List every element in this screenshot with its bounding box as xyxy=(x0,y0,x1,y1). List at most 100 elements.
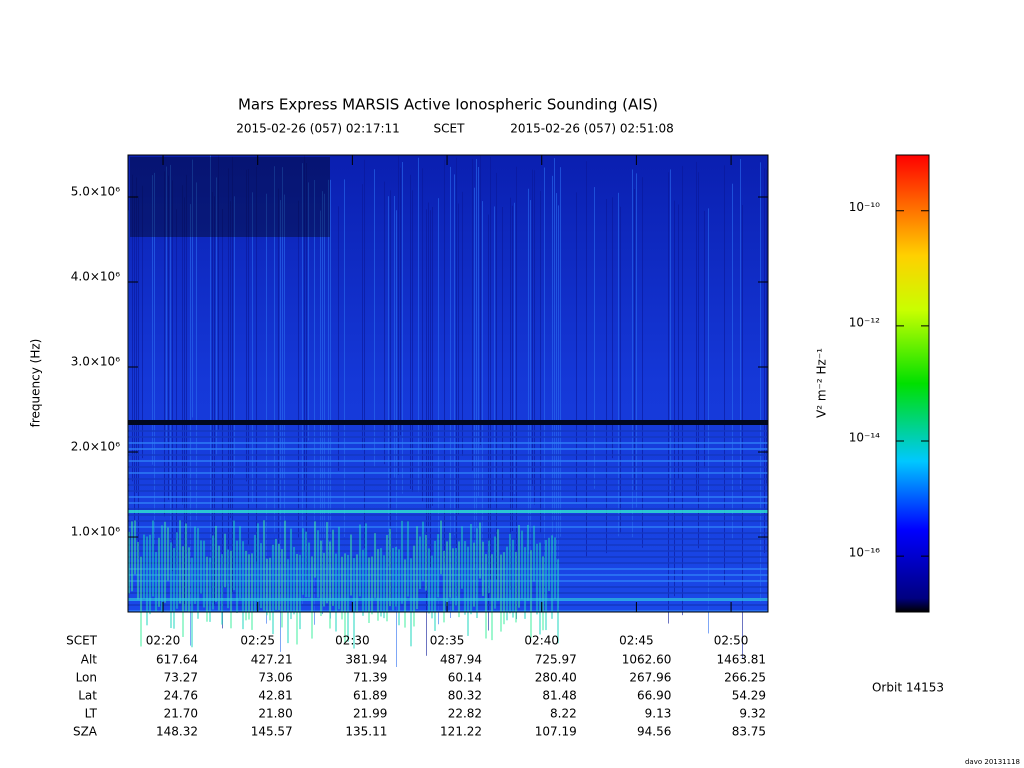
texture-stripe xyxy=(338,206,339,471)
texture-stripe xyxy=(298,200,299,538)
texture-low xyxy=(251,553,253,630)
texture-stripe xyxy=(274,166,275,534)
texture-low xyxy=(185,523,187,612)
texture-stripe xyxy=(612,197,613,459)
texture-low xyxy=(227,549,229,609)
ephemeris-value: 725.97 xyxy=(535,653,577,667)
texture-low xyxy=(365,523,367,612)
texture-low xyxy=(212,535,214,610)
texture-low xyxy=(194,526,196,604)
texture-stripe xyxy=(558,205,559,608)
texture-stripe xyxy=(540,191,541,534)
texture-low xyxy=(281,549,283,628)
texture-low xyxy=(467,546,469,636)
texture-stripe xyxy=(390,190,391,602)
texture-stripe xyxy=(234,196,235,475)
texture-low xyxy=(221,554,223,625)
texture-stripe xyxy=(632,169,633,538)
texture-stripe xyxy=(444,159,445,565)
texture-stripe xyxy=(374,169,375,467)
texture-low xyxy=(254,534,256,613)
texture-low xyxy=(167,527,169,581)
texture-stripe xyxy=(362,184,363,450)
texture-stripe xyxy=(560,167,561,537)
texture-low xyxy=(188,547,190,613)
texture-low xyxy=(503,552,505,625)
y-tick-label: 3.0×10⁶ xyxy=(71,355,120,369)
texture-low xyxy=(155,552,157,612)
texture-low xyxy=(410,558,412,647)
texture-low xyxy=(302,528,304,595)
texture-low xyxy=(422,521,424,581)
texture-low xyxy=(338,526,340,610)
texture-low xyxy=(551,535,553,619)
texture-low xyxy=(179,520,181,604)
texture-low xyxy=(146,536,148,626)
texture-stripe xyxy=(388,196,389,567)
texture-stripe xyxy=(396,210,397,667)
texture-low xyxy=(275,538,277,610)
texture-stripe xyxy=(510,197,511,590)
texture-low xyxy=(332,529,334,606)
ephemeris-row-label: Alt xyxy=(81,653,98,667)
ephemeris-value: 61.89 xyxy=(353,689,387,703)
ephemeris-value: 66.90 xyxy=(637,689,671,703)
texture-stripe xyxy=(212,192,213,603)
texture-stripe xyxy=(606,199,607,554)
ephemeris-value: 107.19 xyxy=(535,725,577,739)
texture-stripe xyxy=(620,206,621,534)
texture-low xyxy=(197,528,199,619)
texture-stripe xyxy=(438,198,439,625)
texture-low xyxy=(494,536,496,609)
ephemeris-value: 60.14 xyxy=(448,671,482,685)
texture-stripe xyxy=(364,159,365,549)
texture-stripe xyxy=(246,169,247,482)
texture-band xyxy=(128,484,768,486)
ephemeris-time-label: SCET xyxy=(66,634,98,648)
texture-low xyxy=(470,524,472,615)
texture-low xyxy=(137,541,139,600)
texture-stripe xyxy=(138,196,139,560)
texture-line xyxy=(128,510,768,513)
texture-band xyxy=(128,472,768,474)
texture-stripe xyxy=(478,167,479,497)
texture-low xyxy=(266,558,268,616)
texture-band xyxy=(128,430,768,432)
texture-stripe xyxy=(256,166,257,562)
texture-low xyxy=(413,545,415,627)
texture-low xyxy=(557,559,559,644)
texture-low xyxy=(299,554,301,630)
texture-stripe xyxy=(410,174,411,489)
texture-stripe xyxy=(586,161,587,557)
texture-stripe xyxy=(678,204,679,480)
texture-stripe xyxy=(134,196,135,526)
texture-stripe xyxy=(196,182,197,521)
ephemeris-value: 381.94 xyxy=(345,653,387,667)
texture-band xyxy=(128,454,768,456)
texture-stripe xyxy=(682,165,683,616)
texture-low xyxy=(308,542,310,598)
texture-low xyxy=(464,541,466,615)
texture-line xyxy=(128,420,768,425)
texture-stripe xyxy=(594,187,595,489)
x-tick-label: 02:20 xyxy=(146,634,181,648)
ephemeris-value: 22.82 xyxy=(448,707,482,721)
texture-low xyxy=(398,549,400,626)
ephemeris-value: 21.70 xyxy=(164,707,198,721)
texture-low xyxy=(311,556,313,639)
texture-low xyxy=(416,526,418,610)
texture-low xyxy=(542,556,544,631)
texture-low xyxy=(368,557,370,623)
texture-stripe xyxy=(322,191,323,615)
texture-low xyxy=(383,555,385,619)
texture-low xyxy=(401,520,403,604)
texture-low xyxy=(404,559,406,628)
texture-low xyxy=(248,554,250,620)
texture-stripe xyxy=(328,179,329,574)
texture-stripe xyxy=(516,166,517,620)
texture-low xyxy=(515,551,517,623)
texture-low xyxy=(131,521,133,592)
x-tick-label: 02:25 xyxy=(240,634,275,648)
texture-low xyxy=(455,548,457,606)
texture-low xyxy=(434,540,436,631)
